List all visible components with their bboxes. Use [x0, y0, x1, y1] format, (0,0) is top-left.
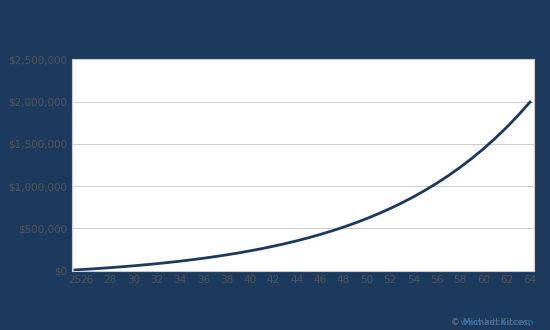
Text: © Michael Kitces,: © Michael Kitces, [451, 318, 534, 327]
Title: RETIREMENT SAVINGS FROM SAVING 10% OF INCOME,
EARNING 8%/YEAR: RETIREMENT SAVINGS FROM SAVING 10% OF IN… [70, 19, 535, 51]
Y-axis label: Balance: Balance [0, 137, 3, 193]
X-axis label: Age: Age [289, 290, 316, 303]
Text: www.kitces.com: www.kitces.com [374, 318, 534, 327]
